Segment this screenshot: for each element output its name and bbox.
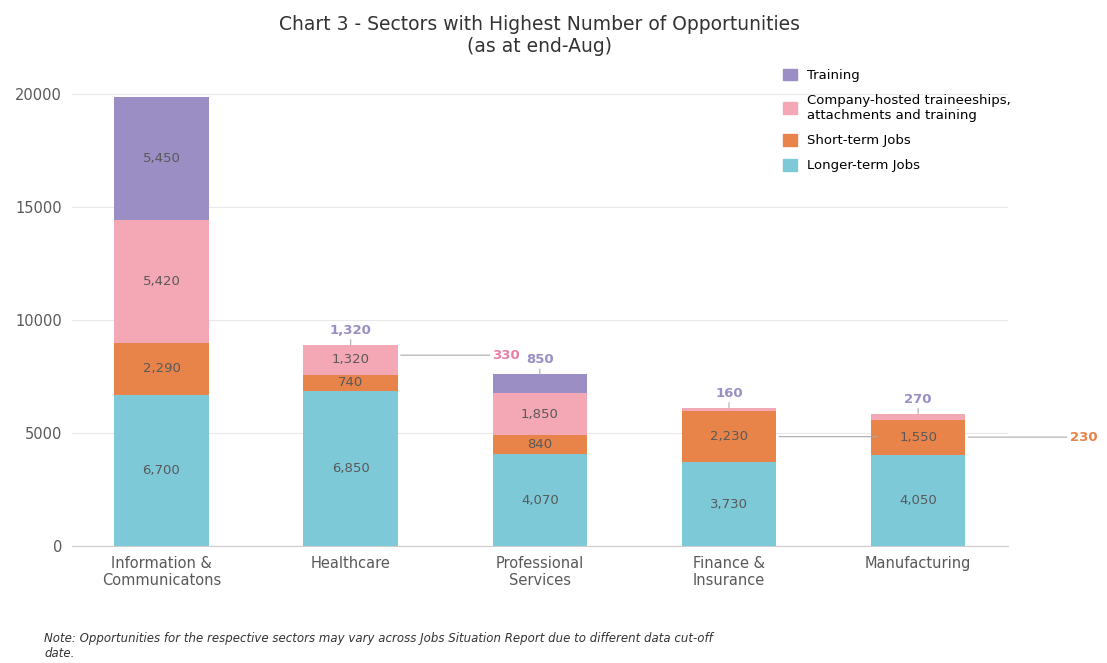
Text: Note: Opportunities for the respective sectors may vary across Jobs Situation Re: Note: Opportunities for the respective s… [44, 632, 713, 660]
Bar [682, 462, 776, 546]
Text: 1,850: 1,850 [521, 408, 559, 421]
Text: 270: 270 [904, 392, 932, 414]
Bar [303, 345, 397, 375]
Text: 1,320: 1,320 [330, 324, 372, 345]
Bar [871, 455, 965, 546]
Bar [114, 394, 209, 546]
Text: 230: 230 [969, 431, 1097, 444]
Bar [114, 220, 209, 343]
Text: 5,420: 5,420 [143, 275, 180, 288]
Text: 6,850: 6,850 [332, 462, 370, 475]
Bar [682, 408, 776, 412]
Text: 740: 740 [338, 377, 363, 389]
Bar [303, 375, 397, 391]
Bar [114, 343, 209, 394]
Bar [871, 420, 965, 455]
Bar [493, 435, 587, 454]
Text: 850: 850 [526, 353, 554, 374]
Text: 330: 330 [401, 349, 520, 362]
Legend: Training, Company-hosted traineeships,
attachments and training, Short-term Jobs: Training, Company-hosted traineeships, a… [784, 68, 1011, 172]
Text: 4,070: 4,070 [521, 494, 559, 507]
Bar [871, 414, 965, 420]
Bar [493, 454, 587, 546]
Text: 6,700: 6,700 [143, 464, 180, 477]
Text: 160: 160 [715, 387, 743, 408]
Text: 80: 80 [779, 430, 899, 443]
Text: 1,550: 1,550 [899, 431, 938, 444]
Text: 4,050: 4,050 [899, 494, 937, 507]
Text: 5,450: 5,450 [143, 152, 180, 165]
Text: 2,290: 2,290 [143, 363, 180, 375]
Bar [114, 97, 209, 220]
Bar [303, 391, 397, 546]
Text: 840: 840 [527, 438, 552, 452]
Text: 1,320: 1,320 [332, 353, 370, 366]
Title: Chart 3 - Sectors with Highest Number of Opportunities
(as at end-Aug): Chart 3 - Sectors with Highest Number of… [279, 15, 800, 56]
Text: 3,730: 3,730 [710, 497, 748, 511]
Bar [682, 412, 776, 462]
Text: 2,230: 2,230 [710, 430, 748, 443]
Bar [493, 393, 587, 435]
Bar [493, 374, 587, 393]
